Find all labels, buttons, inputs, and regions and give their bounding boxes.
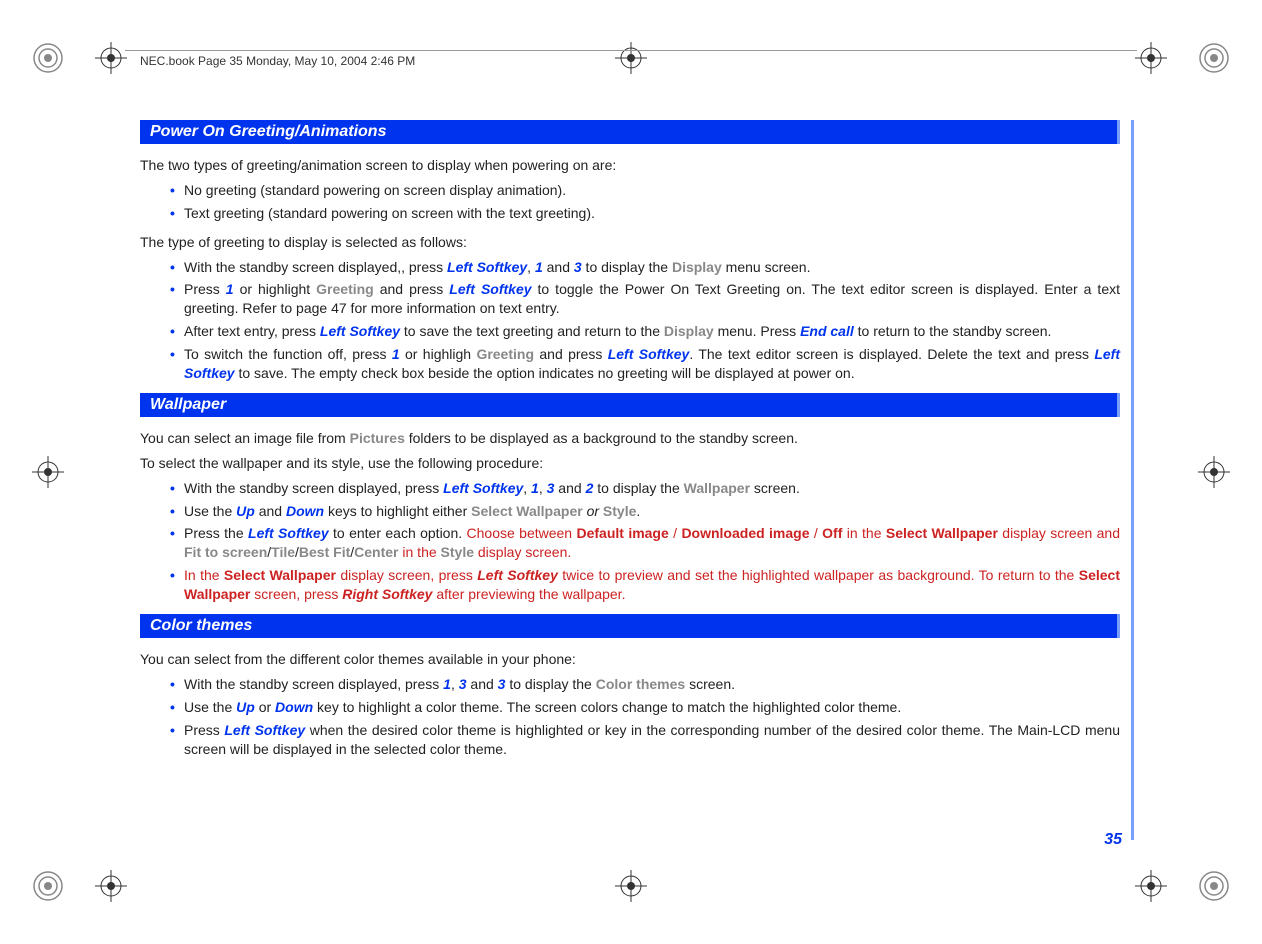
print-mark-crosshair <box>95 42 127 74</box>
print-mark-corner <box>32 870 64 902</box>
power-types-list: No greeting (standard powering on screen… <box>140 181 1120 223</box>
list-item: No greeting (standard powering on screen… <box>170 181 1120 200</box>
section-header-power: Power On Greeting/Animations <box>140 120 1120 144</box>
page-content: Power On Greeting/Animations The two typ… <box>140 120 1120 768</box>
print-mark-crosshair <box>1135 42 1167 74</box>
colorthemes-intro: You can select from the different color … <box>140 650 1120 669</box>
list-item: After text entry, press Left Softkey to … <box>170 322 1120 341</box>
list-item: With the standby screen displayed,, pres… <box>170 258 1120 277</box>
list-item: Press the Left Softkey to enter each opt… <box>170 524 1120 562</box>
section-header-wallpaper: Wallpaper <box>140 393 1120 417</box>
list-item: In the Select Wallpaper display screen, … <box>170 566 1120 604</box>
list-item: Text greeting (standard powering on scre… <box>170 204 1120 223</box>
list-item: Use the Up or Down key to highlight a co… <box>170 698 1120 717</box>
wallpaper-intro2: To select the wallpaper and its style, u… <box>140 454 1120 473</box>
list-item: With the standby screen displayed, press… <box>170 479 1120 498</box>
print-mark-crosshair <box>95 870 127 902</box>
print-mark-crosshair <box>1135 870 1167 902</box>
print-mark-crosshair <box>1198 456 1230 488</box>
colorthemes-steps-list: With the standby screen displayed, press… <box>140 675 1120 759</box>
list-item: With the standby screen displayed, press… <box>170 675 1120 694</box>
wallpaper-intro1: You can select an image file from Pictur… <box>140 429 1120 448</box>
wallpaper-steps-list: With the standby screen displayed, press… <box>140 479 1120 604</box>
list-item: Press 1 or highlight Greeting and press … <box>170 280 1120 318</box>
list-item: Press Left Softkey when the desired colo… <box>170 721 1120 759</box>
print-mark-corner <box>32 42 64 74</box>
power-select-intro: The type of greeting to display is selec… <box>140 233 1120 252</box>
section-header-colorthemes: Color themes <box>140 614 1120 638</box>
list-item: To switch the function off, press 1 or h… <box>170 345 1120 383</box>
print-mark-corner <box>1198 42 1230 74</box>
list-item: Use the Up and Down keys to highlight ei… <box>170 502 1120 521</box>
print-mark-crosshair <box>32 456 64 488</box>
page-margin-stripe <box>1131 120 1134 840</box>
power-steps-list: With the standby screen displayed,, pres… <box>140 258 1120 383</box>
document-header: NEC.book Page 35 Monday, May 10, 2004 2:… <box>140 54 415 68</box>
print-mark-crosshair <box>615 870 647 902</box>
power-intro: The two types of greeting/animation scre… <box>140 156 1120 175</box>
print-mark-corner <box>1198 870 1230 902</box>
page-number: 35 <box>1104 831 1122 849</box>
